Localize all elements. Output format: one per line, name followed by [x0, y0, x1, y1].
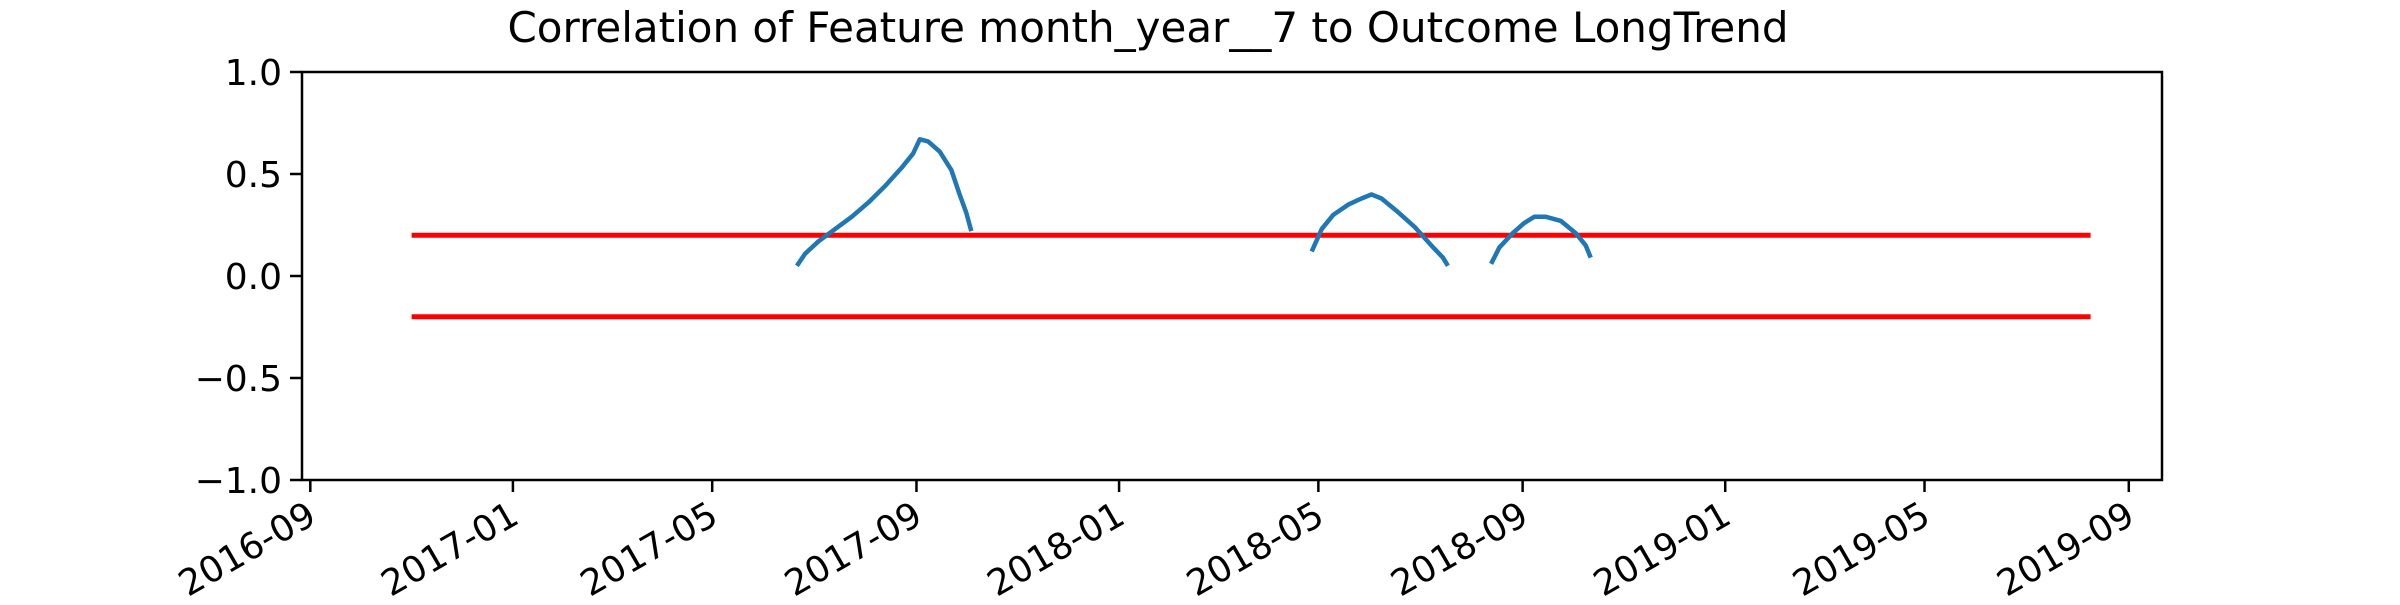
- series-0-segment-2: [1489, 214, 1593, 265]
- x-tick-label: 2018-09: [1384, 494, 1535, 600]
- x-tick-label: 2017-05: [574, 494, 725, 600]
- y-tick-label: 0.5: [225, 155, 282, 196]
- x-tick-label: 2019-01: [1587, 494, 1738, 600]
- x-tick-label: 2017-09: [778, 494, 929, 600]
- y-tick-label: −1.0: [195, 461, 282, 502]
- y-tick-label: 1.0: [225, 53, 282, 94]
- x-tick-label: 2019-09: [1991, 494, 2142, 600]
- series-0-segment-0: [795, 137, 974, 268]
- y-axis: 1.0 0.5 0.0 −0.5 −1.0: [195, 53, 302, 502]
- y-tick-label: −0.5: [195, 359, 282, 400]
- y-tick-label: 0.0: [225, 257, 282, 298]
- x-tick-label: 2018-05: [1180, 494, 1331, 600]
- series-0-segment-1: [1309, 192, 1450, 267]
- x-tick-label: 2019-05: [1786, 494, 1937, 600]
- plot-frame: [300, 70, 2164, 482]
- x-tick-label: 2017-01: [375, 494, 526, 600]
- threshold-lines: [411, 232, 2091, 320]
- x-tick-label: 2018-01: [981, 494, 1132, 600]
- series-lines: [795, 137, 1593, 268]
- x-tick-label: 2016-09: [172, 494, 323, 600]
- x-axis: 2016-09 2017-01 2017-05 2017-09 2018-01 2018-…: [172, 480, 2142, 605]
- chart-title: Correlation of Feature month_year__7 to …: [507, 3, 1788, 52]
